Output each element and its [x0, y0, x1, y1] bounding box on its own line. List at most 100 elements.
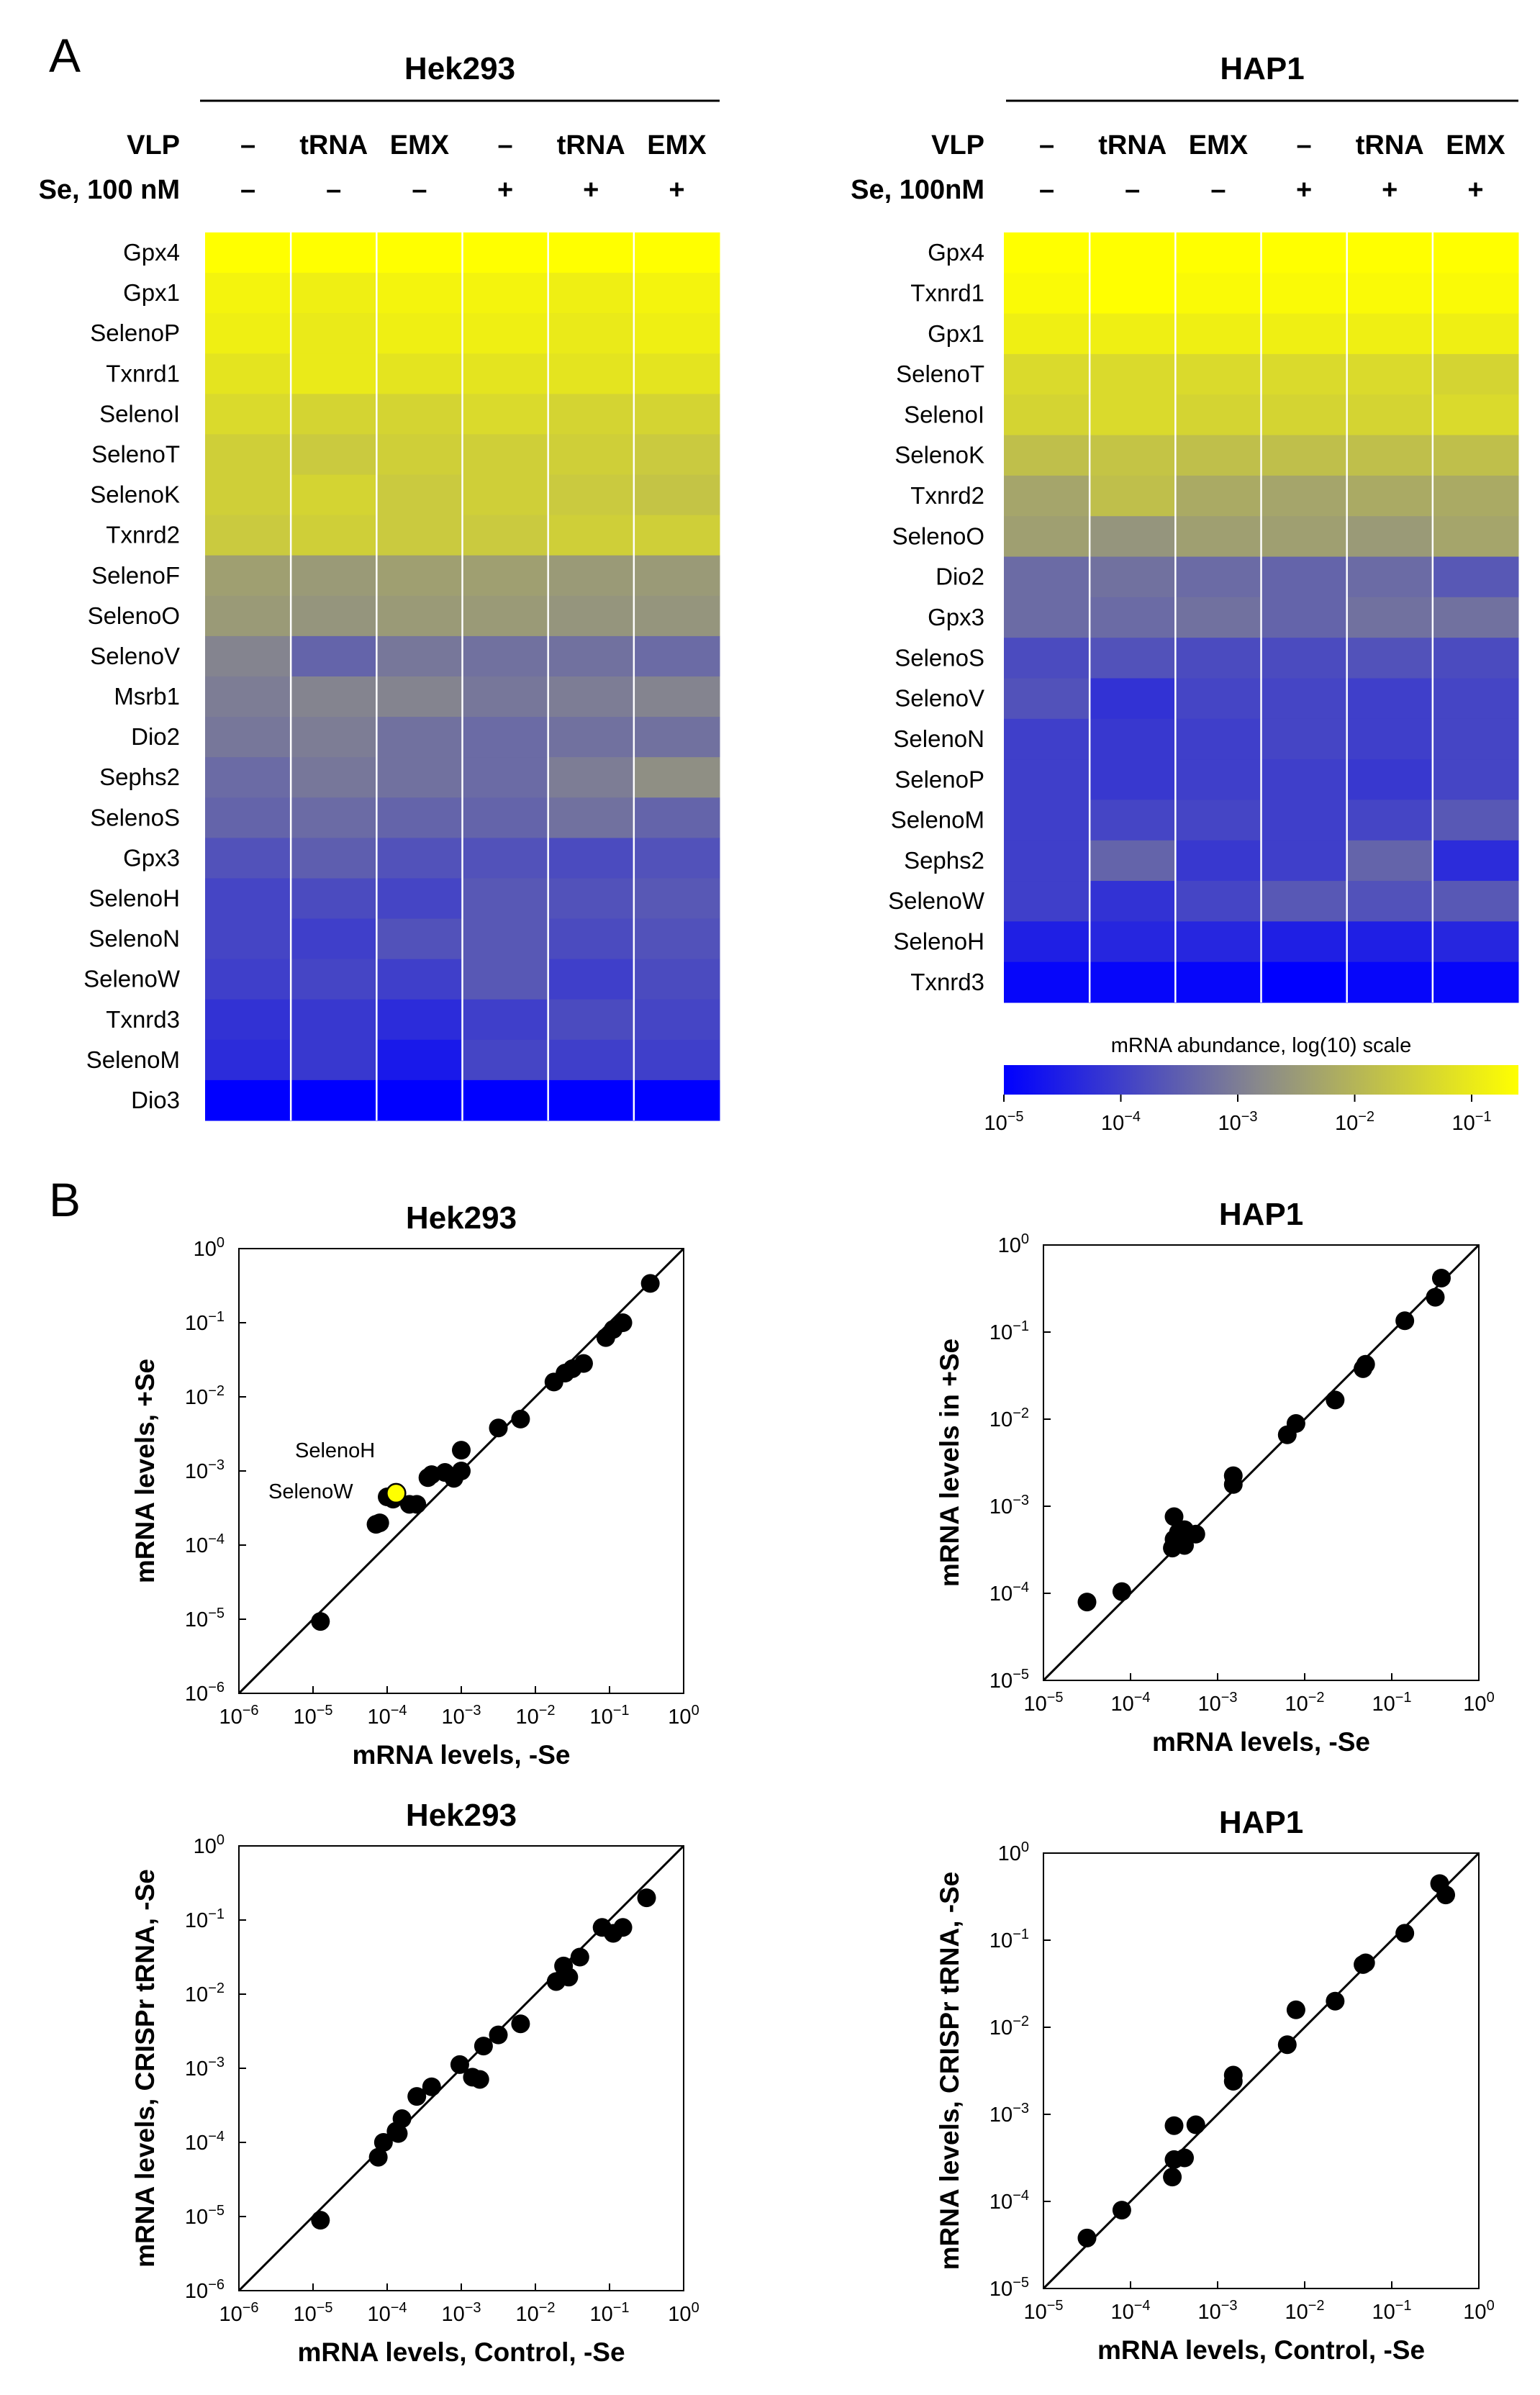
x-tick-label: 10−3 [441, 2300, 481, 2326]
y-tick-label: 10−1 [989, 1927, 1029, 1952]
heatmap-cell [205, 1039, 291, 1081]
heatmap-cell [462, 959, 549, 1000]
heatmap-cell [1004, 800, 1090, 841]
data-point [1175, 1536, 1195, 1555]
x-tick-label: 10−2 [515, 2300, 555, 2326]
heatmap-cell [462, 878, 549, 920]
heatmap-cell [1261, 921, 1348, 963]
heatmap-cell [1346, 638, 1433, 679]
y-axis-label: mRNA levels, CRISPr tRNA, -Se [935, 1872, 964, 2271]
gene-label: SelenoO [892, 522, 984, 549]
x-tick-label: 10−6 [219, 2300, 258, 2326]
heatmap-cell [1090, 718, 1176, 760]
heatmap-cell [205, 232, 291, 273]
data-point [1112, 2201, 1131, 2220]
gene-label: SelenoI [904, 401, 984, 427]
heatmap-title: HAP1 [1220, 51, 1304, 86]
highlighted-point [386, 1482, 407, 1504]
data-point [1077, 1593, 1097, 1612]
x-tick-label: 10−4 [367, 1703, 407, 1729]
data-point [1395, 1924, 1415, 1943]
heatmap-cell [1090, 313, 1176, 355]
heatmap-cell [1432, 881, 1519, 922]
heatmap-cell [1004, 881, 1090, 922]
x-tick-label: 10−4 [1110, 1690, 1150, 1716]
heatmap-cell [376, 353, 463, 394]
heatmap-cell [1346, 800, 1433, 841]
heatmap-cell [1090, 273, 1176, 314]
column-vlp-label: tRNA [299, 130, 368, 160]
heatmap-cell [462, 474, 549, 516]
heatmap-cell [1090, 678, 1176, 720]
heatmap-cell [633, 918, 720, 960]
scatter-title: HAP1 [1219, 1197, 1303, 1232]
heatmap-cell [548, 232, 635, 273]
heatmap-cell [376, 394, 463, 435]
data-point [1112, 1582, 1131, 1601]
scatter-hek293-se: Hek293 10−6 10−5 10−4 10−3 10−2 10−1 100 10−6 10−… [130, 1200, 699, 1770]
heatmap-cell [1261, 961, 1348, 1003]
heatmap-cell [462, 838, 549, 879]
gene-label: Txnrd3 [106, 1006, 180, 1033]
x-tick-label: 100 [1463, 1690, 1494, 1716]
heatmap-cell [205, 555, 291, 597]
heatmap-cell [1004, 638, 1090, 679]
heatmap-cell [1175, 556, 1262, 598]
heatmap-cell [1090, 394, 1176, 436]
column-vlp-label: – [1039, 130, 1054, 160]
heatmap-cell [633, 394, 720, 435]
data-point [1164, 2116, 1184, 2135]
heatmap-cell [291, 918, 377, 960]
heatmap-cell [376, 595, 463, 637]
panel-b-letter: B [49, 1173, 81, 1226]
heatmap-cell [548, 474, 635, 516]
heatmap-cell [376, 918, 463, 960]
heatmap-cell [462, 434, 549, 476]
heatmap-cell [1004, 516, 1090, 558]
heatmap-cell [462, 394, 549, 435]
heatmap-cell [1261, 718, 1348, 760]
heatmap-cell [376, 273, 463, 314]
x-tick-label: 100 [668, 1703, 699, 1729]
data-point [1164, 1507, 1184, 1526]
heatmap-cell [1175, 881, 1262, 922]
scatter-title: Hek293 [406, 1200, 517, 1236]
heatmap-cell [205, 353, 291, 394]
heatmap-cell [205, 717, 291, 758]
gene-label: SelenoI [99, 400, 180, 427]
heatmap-cell [1175, 718, 1262, 760]
heatmap-cell [376, 1039, 463, 1081]
gene-label: SelenoP [90, 320, 180, 346]
heatmap-cell [548, 676, 635, 717]
gene-label: SelenoW [888, 887, 985, 914]
heatmap-cell [1004, 313, 1090, 355]
heatmap-cell [548, 878, 635, 920]
heatmap-cell [205, 595, 291, 637]
gene-label: Sephs2 [99, 764, 180, 790]
heatmap-cell [1261, 597, 1348, 638]
heatmap-cell [462, 555, 549, 597]
heatmap-cell [548, 555, 635, 597]
heatmap-cell [1346, 759, 1433, 800]
data-point [1163, 2168, 1182, 2187]
heatmap-cell [1004, 718, 1090, 760]
heatmap-cell [1432, 475, 1519, 517]
heatmap-cell [633, 434, 720, 476]
column-se-label: + [669, 175, 684, 205]
panel-a-letter: A [49, 29, 81, 82]
scatter-hap1-crispr: HAP1 10−5 10−4 10−3 10−2 10−1 100 10−5 10−4 10−3 1… [935, 1805, 1495, 2365]
x-axis-label: mRNA levels, -Se [353, 1740, 571, 1770]
x-tick-label: 10−3 [1197, 2298, 1237, 2324]
colorbar-tick-label: 10−5 [984, 1109, 1023, 1135]
data-point [474, 2037, 493, 2056]
data-point [1186, 2115, 1205, 2134]
y-tick-label: 10−3 [185, 2055, 225, 2081]
y-tick-label: 10−5 [185, 1606, 225, 1631]
heatmap-cell [291, 676, 377, 717]
column-vlp-label: EMX [390, 130, 450, 160]
heatmap-cell [633, 353, 720, 394]
heatmap-cell [548, 434, 635, 476]
gene-label: SelenoM [891, 807, 984, 833]
heatmap-cell [1261, 840, 1348, 882]
heatmap-cell [1004, 273, 1090, 314]
